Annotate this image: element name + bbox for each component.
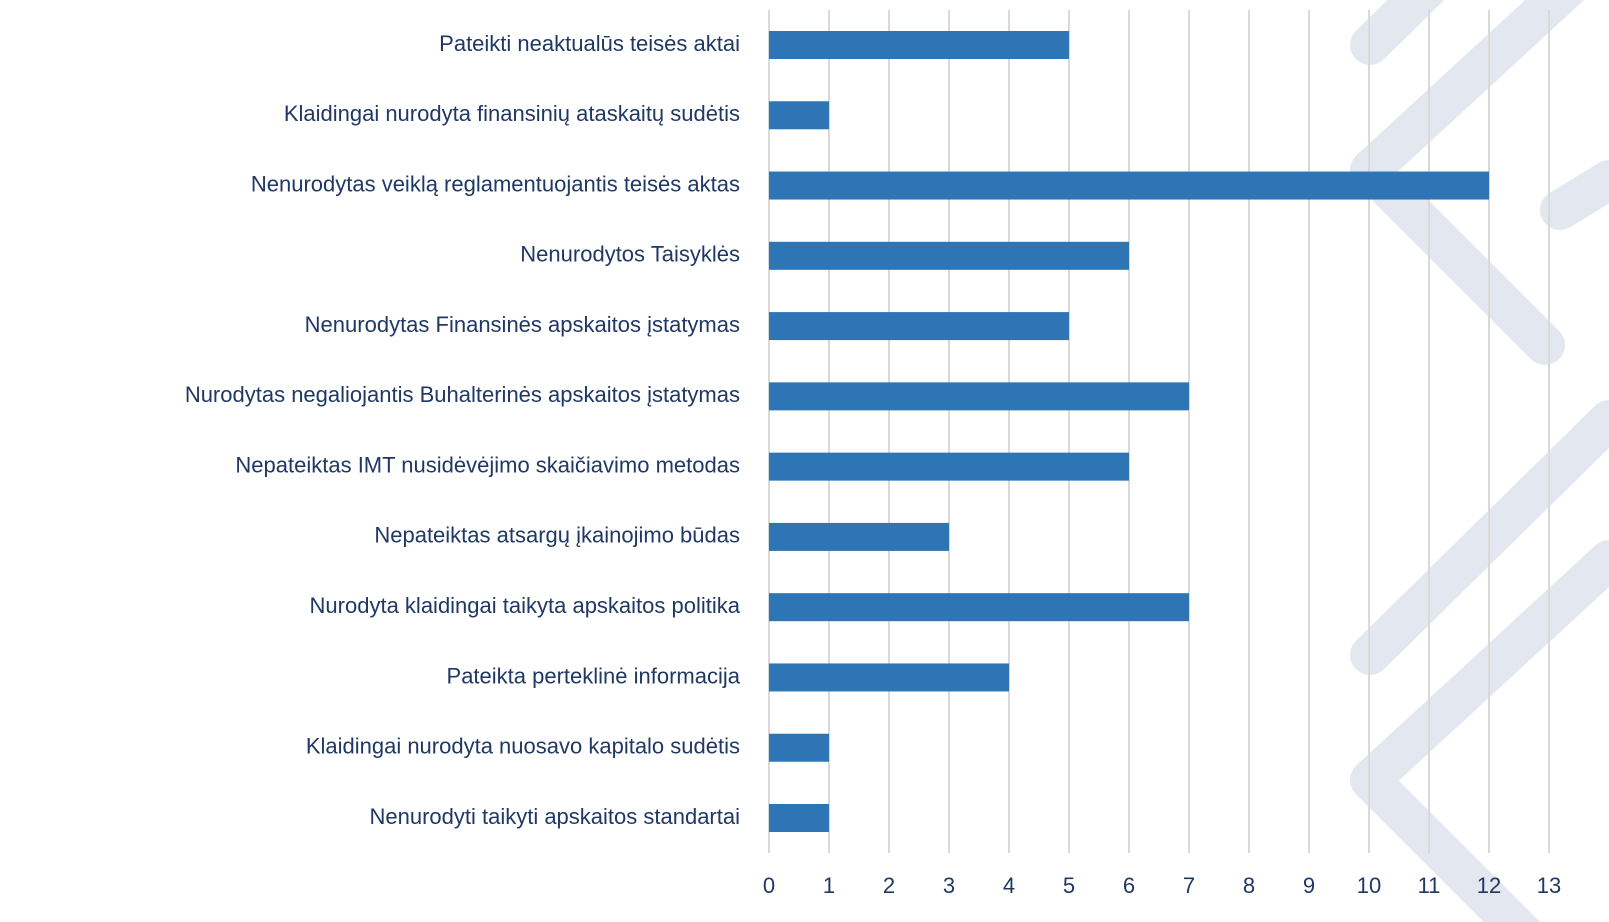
x-tick-label: 10: [1357, 873, 1381, 898]
x-tick-label: 8: [1243, 873, 1255, 898]
x-tick-label: 2: [883, 873, 895, 898]
x-tick-label: 0: [763, 873, 775, 898]
y-tick-label: Pateikta perteklinė informacija: [447, 663, 741, 688]
x-tick-label: 3: [943, 873, 955, 898]
y-tick-label: Klaidingai nurodyta finansinių ataskaitų…: [284, 101, 740, 126]
bar: [769, 593, 1189, 622]
bar: [769, 382, 1189, 411]
y-tick-label: Nenurodytas Finansinės apskaitos įstatym…: [305, 312, 740, 337]
bar: [769, 522, 949, 551]
x-tick-label: 11: [1418, 873, 1441, 898]
bar: [769, 312, 1069, 341]
y-tick-label: Nepateiktas atsargų įkainojimo būdas: [374, 523, 740, 548]
x-tick-label: 6: [1123, 873, 1135, 898]
x-tick-label: 5: [1063, 873, 1075, 898]
x-tick-label: 9: [1303, 873, 1315, 898]
y-tick-label: Pateikti neaktualūs teisės aktai: [439, 31, 740, 56]
bar: [769, 804, 829, 832]
x-tick-label: 12: [1477, 873, 1501, 898]
y-tick-label: Nepateiktas IMT nusidėvėjimo skaičiavimo…: [235, 452, 740, 477]
x-tick-label: 13: [1537, 873, 1561, 898]
bar: [769, 171, 1489, 200]
x-tick-label: 4: [1003, 873, 1015, 898]
bar: [769, 452, 1129, 481]
bar: [769, 101, 829, 130]
y-tick-label: Nurodyta klaidingai taikyta apskaitos po…: [310, 593, 741, 618]
y-tick-label: Nurodytas negaliojantis Buhalterinės aps…: [185, 382, 740, 407]
bar: [769, 663, 1009, 692]
x-tick-label: 7: [1183, 873, 1195, 898]
x-tick-label: 1: [823, 873, 835, 898]
y-tick-label: Nenurodyti taikyti apskaitos standartai: [369, 804, 740, 829]
bar: [769, 241, 1129, 270]
bar: [769, 31, 1069, 59]
y-tick-label: Nenurodytos Taisyklės: [520, 242, 740, 267]
bar: [769, 733, 829, 762]
y-tick-label: Klaidingai nurodyta nuosavo kapitalo sud…: [306, 734, 740, 759]
y-tick-label: Nenurodytas veiklą reglamentuojantis tei…: [251, 171, 740, 196]
